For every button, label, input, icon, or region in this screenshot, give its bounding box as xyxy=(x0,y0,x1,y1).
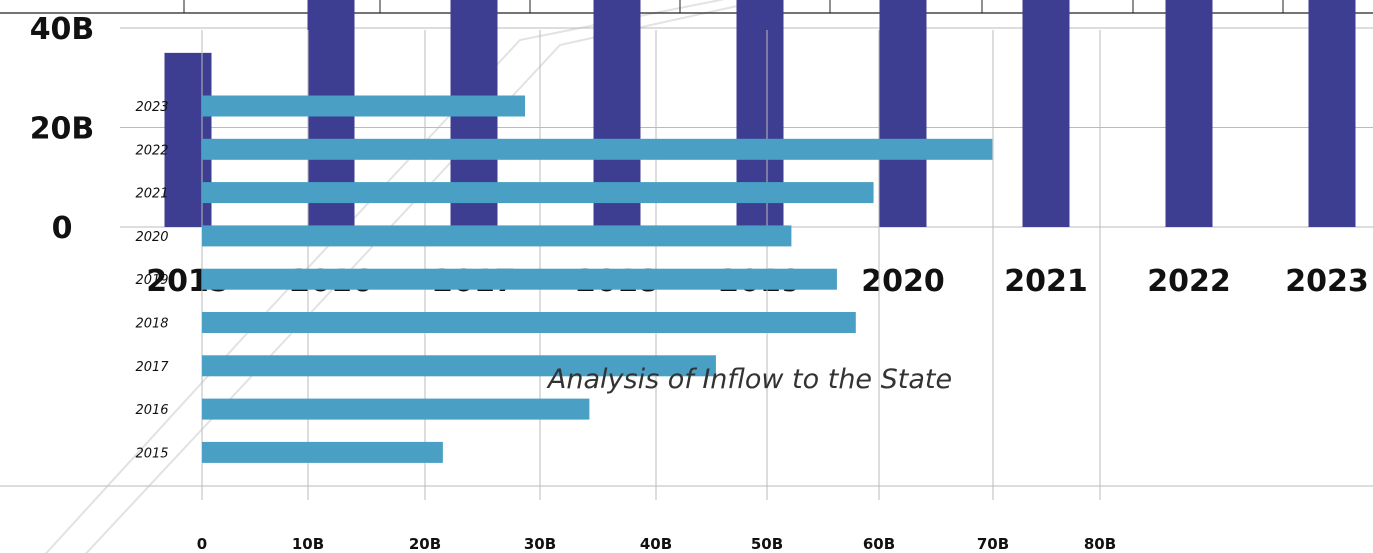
front-bar xyxy=(202,355,716,377)
front-bar xyxy=(202,441,443,463)
back-x-tick-label: 2020 xyxy=(861,264,945,299)
front-y-tick-label: 2015 xyxy=(135,446,168,461)
front-x-tick-label: 10B xyxy=(292,535,324,553)
back-y-tick-label: 20B xyxy=(30,112,95,147)
front-y-tick-label: 2017 xyxy=(135,360,169,375)
front-x-tick-label: 40B xyxy=(640,535,672,553)
front-bar xyxy=(202,182,874,204)
front-x-tick-label: 70B xyxy=(977,535,1009,553)
front-x-tick-label: 50B xyxy=(751,535,783,553)
front-y-tick-label: 2016 xyxy=(135,403,168,418)
back-x-tick-label: 2023 xyxy=(1285,264,1369,299)
front-x-tick-label: 30B xyxy=(524,535,556,553)
back-y-tick-label: 40B xyxy=(30,12,95,47)
front-bar xyxy=(202,95,526,117)
back-x-tick-label: 2021 xyxy=(1004,264,1088,299)
back-y-tick-label: 0 xyxy=(52,211,73,246)
back-bar xyxy=(1308,0,1356,227)
front-x-tick-label: 60B xyxy=(863,535,895,553)
back-bar xyxy=(1165,0,1213,227)
back-x-tick-label: 2022 xyxy=(1147,264,1231,299)
front-y-tick-label: 2019 xyxy=(135,273,168,288)
front-bar xyxy=(202,138,993,160)
front-x-tick-label: 80B xyxy=(1084,535,1116,553)
chart-title: Analysis of Inflow to the State xyxy=(546,364,952,395)
front-y-tick-label: 2023 xyxy=(135,100,168,115)
front-bar xyxy=(202,312,856,333)
front-y-tick-label: 2022 xyxy=(135,143,168,158)
front-x-tick-label: 0 xyxy=(197,535,207,553)
front-bar-chart: 0 10B 20B 30B 40B 50B 60B 70B 80B 2015 2016 2017 201… xyxy=(0,30,1373,553)
front-bar xyxy=(202,268,837,290)
front-y-tick-label: 2018 xyxy=(135,317,168,332)
front-bar xyxy=(202,398,590,420)
front-y-tick-label: 2020 xyxy=(135,230,168,245)
front-bar xyxy=(202,225,792,247)
back-bar xyxy=(1022,0,1070,227)
front-y-tick-label: 2021 xyxy=(135,187,168,202)
front-x-tick-label: 20B xyxy=(409,535,441,553)
back-bar xyxy=(879,0,927,227)
